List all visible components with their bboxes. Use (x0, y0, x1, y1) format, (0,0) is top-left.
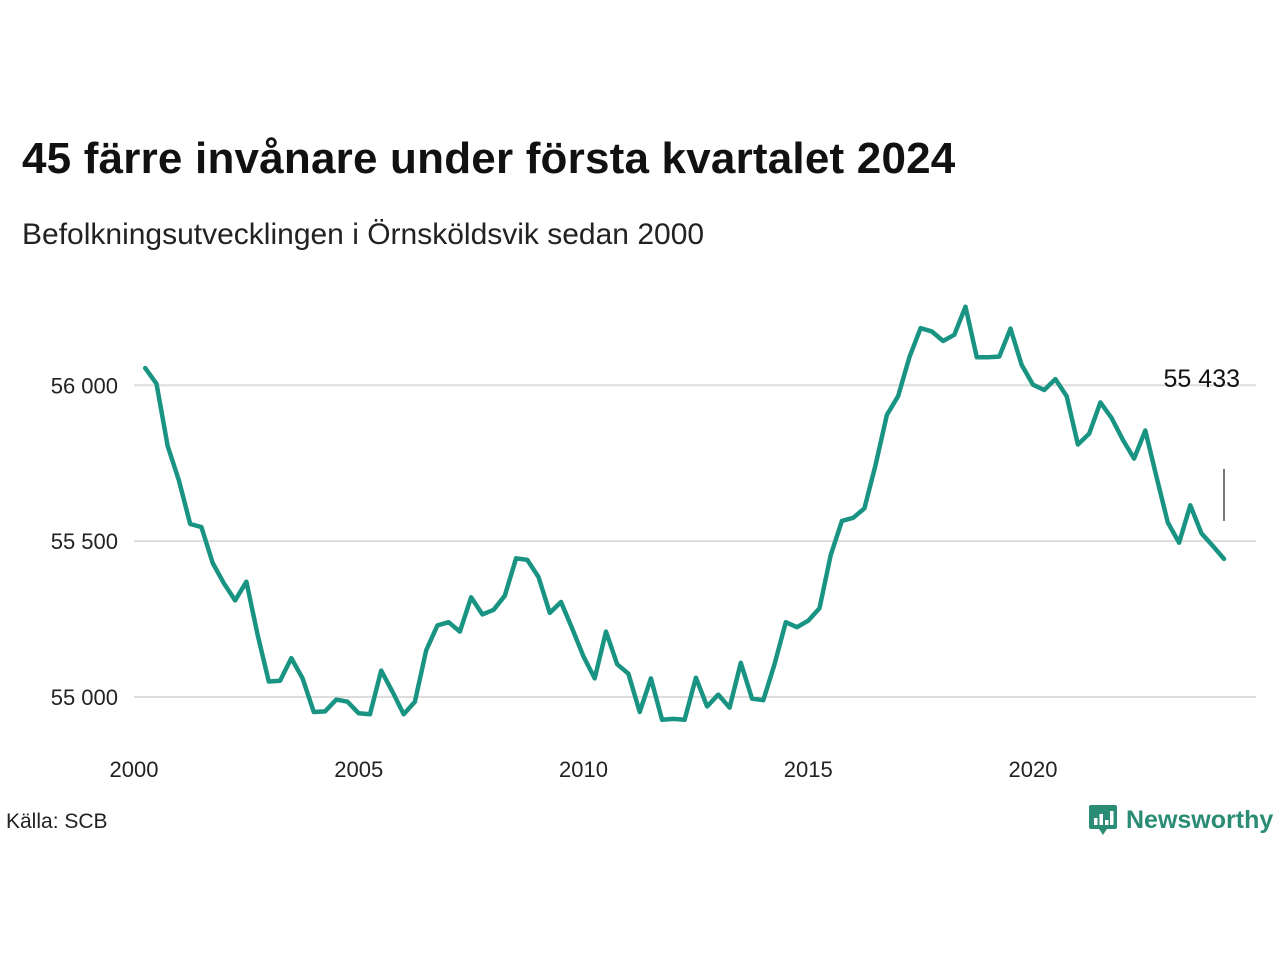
chart-subtitle: Befolkningsutvecklingen i Örnsköldsvik s… (22, 218, 705, 251)
y-tick-label: 55 500 (51, 529, 118, 554)
x-tick-label: 2005 (334, 757, 383, 782)
x-tick-label: 2015 (784, 757, 833, 782)
chart-title: 45 färre invånare under första kvartalet… (22, 134, 956, 183)
y-axis-labels: 55 000 55 500 56 000 (51, 373, 118, 710)
end-value-label: 55 433 (1164, 365, 1240, 393)
y-tick-label: 56 000 (51, 373, 118, 398)
source-note: Källa: SCB (6, 810, 108, 833)
grid-lines (134, 384, 1256, 699)
x-tick-label: 2010 (559, 757, 608, 782)
x-axis-labels: 2000 2005 2010 2015 2020 (110, 757, 1058, 782)
bar-chart-bubble-icon (1089, 805, 1117, 835)
brand-logo: Newsworthy (1088, 803, 1273, 837)
brand-name: Newsworthy (1126, 805, 1274, 834)
x-tick-label: 2000 (110, 757, 159, 782)
population-series-line (142, 304, 1227, 723)
x-tick-label: 2020 (1008, 757, 1057, 782)
y-tick-label: 55 000 (51, 685, 118, 710)
